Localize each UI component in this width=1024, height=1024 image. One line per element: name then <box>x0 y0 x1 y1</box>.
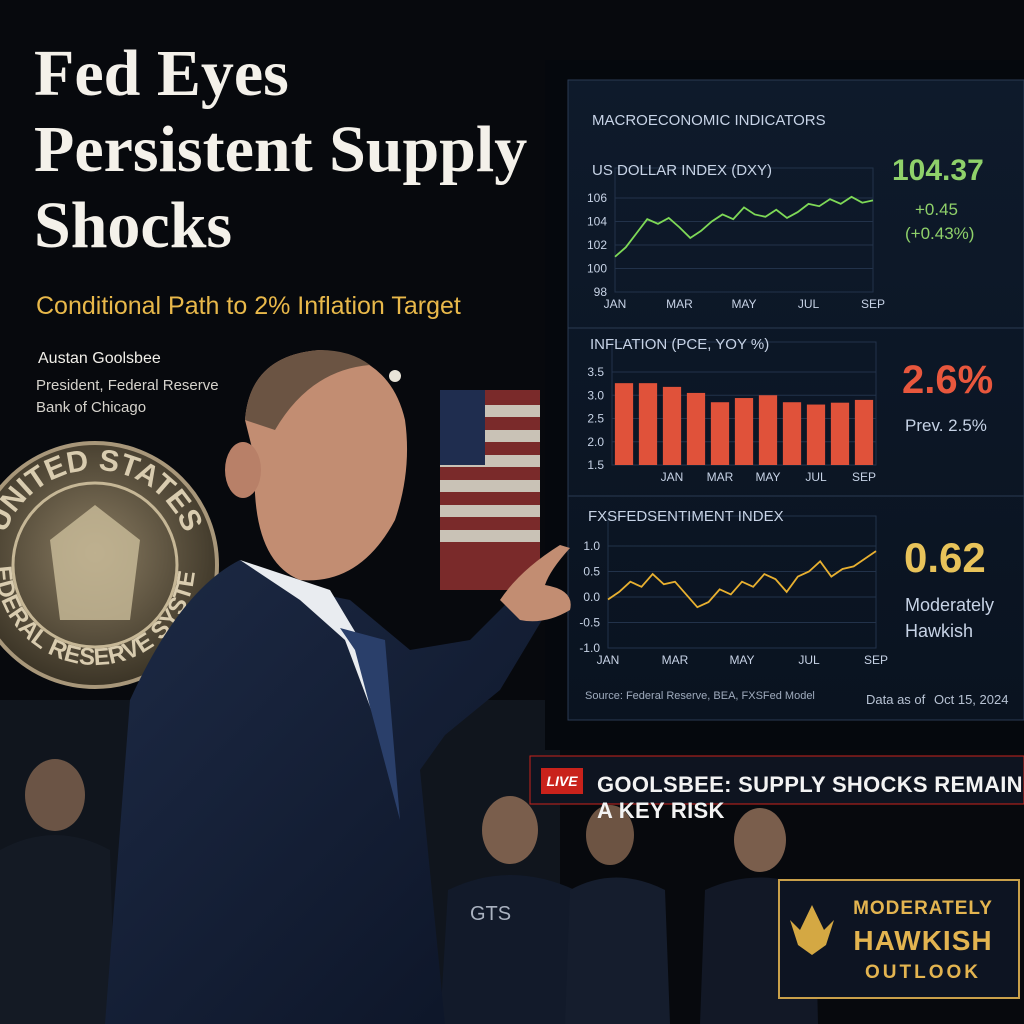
bar <box>686 392 706 465</box>
bar <box>806 404 826 465</box>
bar <box>638 383 658 465</box>
x-tick-label: MAR <box>662 653 689 667</box>
plots: 98 100 102 104 106 JAN MAR MAY JUL SEP 1.5 2.0 2.5 3.… <box>579 167 888 667</box>
date-label: Data as of <box>866 692 926 707</box>
bar <box>734 398 754 465</box>
y-tick-label: 2.5 <box>587 412 604 426</box>
line <box>607 550 877 609</box>
bar <box>758 395 778 465</box>
x-tick-label: SEP <box>861 297 885 311</box>
x-tick-label: MAR <box>707 470 734 484</box>
y-tick-label: 1.5 <box>587 458 604 472</box>
bar <box>830 402 850 465</box>
badge-line: MODERATELY <box>853 898 993 919</box>
speaker <box>105 350 571 1024</box>
jacket-logo: GTS <box>470 903 511 925</box>
y-tick-label: 102 <box>587 238 607 252</box>
x-tick-label: SEP <box>852 470 876 484</box>
date: Oct 15, 2024 <box>934 692 1009 707</box>
bar <box>710 402 730 465</box>
y-tick-label: -0.5 <box>579 616 600 630</box>
change: +0.45 <box>915 200 959 219</box>
y-tick-label: 2.0 <box>587 435 604 449</box>
y-tick-label: 1.0 <box>583 539 600 553</box>
screen-title: MACROECONOMIC INDICATORS <box>592 112 826 129</box>
speaker-role: President, Federal Reserve Bank of Chica… <box>36 377 219 416</box>
x-tick-label: MAR <box>666 297 693 311</box>
flag <box>440 390 540 590</box>
y-tick-label: 0.5 <box>583 565 600 579</box>
x-tick-label: JAN <box>661 470 684 484</box>
x-tick-label: MAY <box>755 470 780 484</box>
reading: 104.37 <box>892 154 984 187</box>
ticker-text: GOOLSBEE: SUPPLY SHOCKS REMAIN A KEY RIS… <box>597 772 1023 823</box>
y-tick-label: 104 <box>587 215 607 229</box>
y-tick-label: 3.0 <box>587 388 604 402</box>
x-tick-label: MAY <box>729 653 754 667</box>
reading: 2.6% <box>902 358 994 402</box>
x-tick-label: JUL <box>798 297 820 311</box>
bar <box>614 383 634 465</box>
x-tick-label: JUL <box>798 653 820 667</box>
x-tick-label: SEP <box>864 653 888 667</box>
y-tick-label: 0.0 <box>583 590 600 604</box>
headline: Fed Eyes Persistent Supply Shocks <box>34 37 528 262</box>
live-tag: LIVE <box>541 768 583 794</box>
chart-title: US DOLLAR INDEX (DXY) <box>592 162 773 179</box>
bar <box>782 402 802 465</box>
bar <box>662 386 682 465</box>
badge-line: HAWKISH <box>853 925 993 956</box>
speaker-name: Austan Goolsbee <box>38 350 161 367</box>
x-tick-label: JAN <box>604 297 627 311</box>
chart-title: INFLATION (PCE, YOY %) <box>590 336 770 353</box>
bar <box>854 399 874 465</box>
badge-line: OUTLOOK <box>865 962 981 983</box>
previous: Prev. 2.5% <box>905 416 987 435</box>
badge <box>778 879 1020 999</box>
chart-title: FXSFEDSENTIMENT INDEX <box>588 508 784 525</box>
ticker-bar <box>529 755 1024 805</box>
sentiment-label: Moderately Hawkish <box>905 595 995 641</box>
ceiling-light <box>389 370 401 382</box>
x-tick-label: JUL <box>805 470 827 484</box>
x-tick-label: MAY <box>731 297 756 311</box>
x-tick-label: JAN <box>597 653 620 667</box>
y-tick-label: 3.5 <box>587 365 604 379</box>
change-pct: (+0.43%) <box>905 224 975 243</box>
source: Source: Federal Reserve, BEA, FXSFed Mod… <box>585 690 815 702</box>
y-tick-label: -1.0 <box>579 641 600 655</box>
subtitle: Conditional Path to 2% Inflation Target <box>36 292 461 320</box>
y-tick-label: 98 <box>594 285 608 299</box>
reading: 0.62 <box>904 534 986 581</box>
y-tick-label: 100 <box>587 262 607 276</box>
line <box>614 195 874 258</box>
y-tick-label: 106 <box>587 191 607 205</box>
